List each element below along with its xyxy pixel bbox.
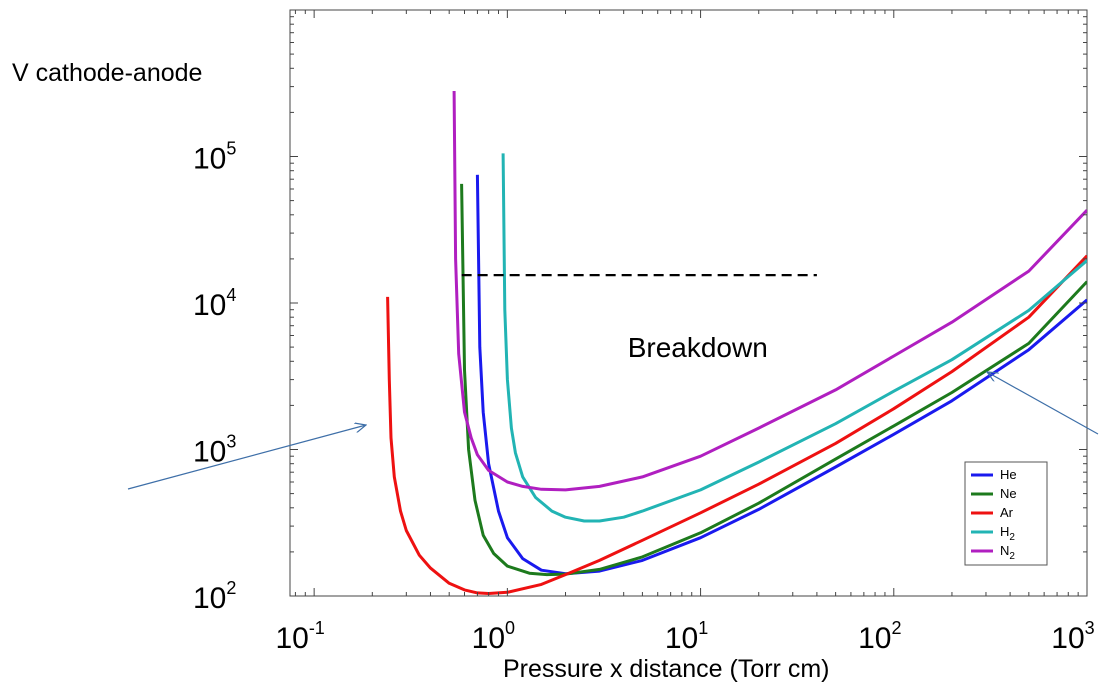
arrow-to-helium-curve bbox=[987, 372, 1099, 435]
arrow-to-argon-curve bbox=[127, 425, 366, 490]
x-tick-exponent: 2 bbox=[891, 618, 901, 638]
x-tick-exponent: 1 bbox=[698, 618, 708, 638]
y-tick-exponent: 5 bbox=[226, 139, 236, 159]
y-tick-label: 102 bbox=[193, 578, 236, 615]
series-line-ar bbox=[386, 254, 1087, 595]
y-tick-base: 10 bbox=[193, 436, 226, 469]
series-line-h2 bbox=[501, 153, 1087, 523]
x-tick-exponent: 3 bbox=[1085, 618, 1095, 638]
x-tick-label: 100 bbox=[472, 618, 515, 655]
x-tick-base: 10 bbox=[1051, 622, 1084, 655]
x-tick-label: 101 bbox=[665, 618, 708, 655]
pointer-arrows bbox=[127, 372, 1099, 490]
y-tick-exponent: 3 bbox=[226, 432, 236, 452]
x-tick-exponent: 0 bbox=[505, 618, 515, 638]
x-axis-label: Pressure x distance (Torr cm) bbox=[503, 655, 829, 683]
y-tick-exponent: 4 bbox=[226, 285, 236, 305]
y-tick-base: 10 bbox=[193, 289, 226, 322]
y-tick-label: 104 bbox=[193, 285, 236, 322]
curves bbox=[386, 90, 1087, 595]
x-tick-base: 10 bbox=[275, 622, 308, 655]
x-tick-exponent: -1 bbox=[309, 618, 325, 638]
legend-label-ar: Ar bbox=[1000, 505, 1014, 520]
y-tick-base: 10 bbox=[193, 143, 226, 176]
x-tick-label: 102 bbox=[858, 618, 901, 655]
breakdown-label: Breakdown bbox=[628, 332, 768, 363]
y-tick-label: 103 bbox=[193, 432, 236, 469]
legend-label-n2: N2 bbox=[1000, 543, 1015, 562]
legend-label-he: He bbox=[1000, 467, 1017, 482]
y-tick-base: 10 bbox=[193, 582, 226, 615]
legend-label-h2: H2 bbox=[1000, 524, 1015, 543]
y-tick-exponent: 2 bbox=[226, 578, 236, 598]
y-axis-label: V cathode-anode bbox=[12, 59, 202, 87]
legend-label-ne: Ne bbox=[1000, 486, 1017, 501]
x-tick-base: 10 bbox=[858, 622, 891, 655]
x-tick-base: 10 bbox=[472, 622, 505, 655]
x-tick-base: 10 bbox=[665, 622, 698, 655]
x-tick-label: 10-1 bbox=[275, 618, 324, 655]
x-tick-label: 103 bbox=[1051, 618, 1094, 655]
annotations: Breakdown bbox=[461, 274, 817, 363]
y-tick-label: 105 bbox=[193, 139, 236, 176]
series-line-n2 bbox=[452, 90, 1087, 492]
